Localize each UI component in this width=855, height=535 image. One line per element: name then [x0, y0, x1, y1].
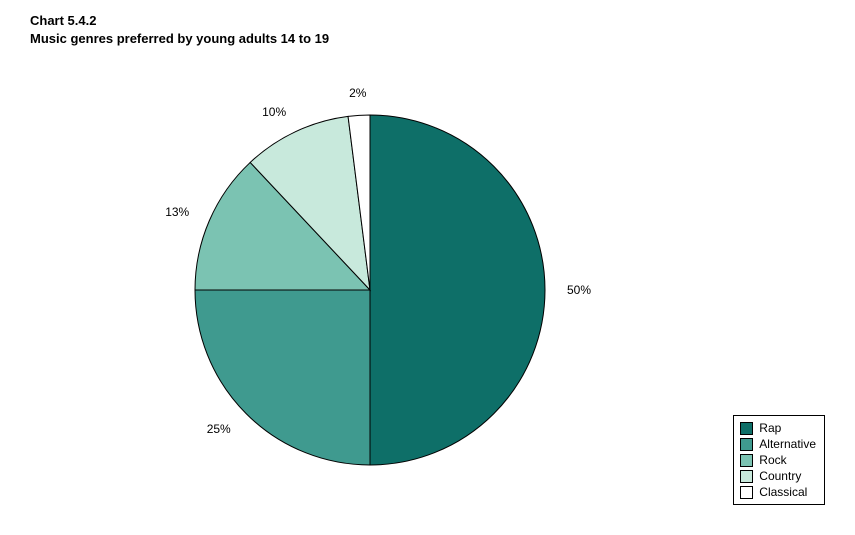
legend-item-classical: Classical [740, 484, 816, 500]
legend-label: Rap [759, 421, 781, 435]
pie-label-country: 10% [262, 105, 286, 119]
chart-container: Chart 5.4.2 Music genres preferred by yo… [0, 0, 855, 535]
legend-swatch-rock [740, 454, 753, 467]
legend-item-rock: Rock [740, 452, 816, 468]
legend-item-country: Country [740, 468, 816, 484]
legend-swatch-alternative [740, 438, 753, 451]
pie-label-alternative: 25% [207, 422, 231, 436]
legend-label: Country [759, 469, 801, 483]
legend-label: Alternative [759, 437, 816, 451]
pie-slice-rap [370, 115, 545, 465]
pie-label-rap: 50% [567, 283, 591, 297]
pie-label-classical: 2% [349, 86, 366, 100]
legend-label: Rock [759, 453, 786, 467]
legend-label: Classical [759, 485, 807, 499]
legend-swatch-rap [740, 422, 753, 435]
pie-slice-alternative [195, 290, 370, 465]
legend-swatch-classical [740, 486, 753, 499]
legend-swatch-country [740, 470, 753, 483]
legend-item-alternative: Alternative [740, 436, 816, 452]
pie-label-rock: 13% [165, 205, 189, 219]
pie-chart [0, 0, 855, 535]
legend: Rap Alternative Rock Country Classical [733, 415, 825, 505]
legend-item-rap: Rap [740, 420, 816, 436]
